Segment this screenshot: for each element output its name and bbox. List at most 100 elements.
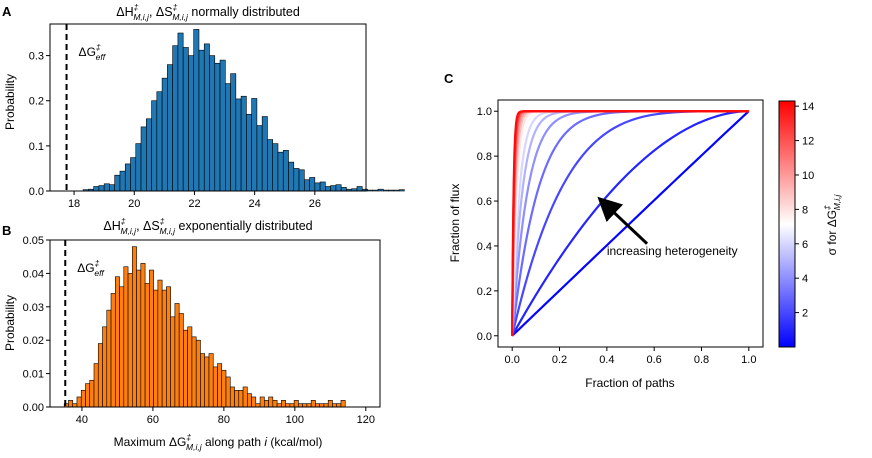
- panel-a-bar: [393, 189, 400, 192]
- panel-a-bar: [383, 189, 389, 192]
- panel-a-xtick-label: 18: [68, 198, 80, 210]
- panel-b-bar: [332, 403, 338, 408]
- panel-b-bar: [76, 396, 82, 408]
- flux-curve: [511, 110, 749, 336]
- colorbar-tick-label: 14: [802, 101, 814, 113]
- panel-b-bar: [285, 403, 291, 408]
- panel-b-bar: [127, 273, 133, 408]
- panel-a-bar: [282, 150, 289, 192]
- panel-a-ylabel: Probability: [3, 74, 17, 130]
- panel-a-bar: [140, 126, 147, 192]
- panel-b-bar: [136, 269, 142, 408]
- panel-b-bar: [242, 386, 248, 408]
- panel-b-bar: [272, 400, 278, 408]
- panel-a-bar: [267, 139, 274, 192]
- panel-b-title: ΔH‡ M,i,j, ΔS‡ M,i,j exponentially distrib…: [103, 216, 312, 236]
- panel-b-xtick-label: 120: [357, 414, 375, 426]
- panel-b-ytick-label: 0.01: [23, 369, 44, 381]
- panel-b-bar: [102, 326, 108, 408]
- panel-a-bar: [251, 98, 258, 192]
- panel-a-bar: [272, 143, 279, 192]
- panel-c-axes-frame: [497, 99, 764, 348]
- panel-a-bar: [114, 174, 121, 192]
- panel-a-bar: [367, 189, 374, 192]
- panel-c-xtick-label: 0.2: [552, 354, 567, 366]
- panel-b-bar: [153, 289, 159, 408]
- panel-a-bar: [93, 186, 100, 192]
- colorbar-tick-label: 12: [802, 136, 814, 148]
- panel-a-ytick-label: 0.3: [29, 51, 44, 63]
- panel-a-xtick-label: 24: [249, 198, 261, 210]
- panel-a-bar: [146, 118, 152, 192]
- panel-b-bar: [298, 403, 303, 408]
- panel-b-bar: [217, 363, 223, 408]
- panel-c-xlabel: Fraction of paths: [585, 376, 674, 390]
- panel-b-bar: [327, 400, 333, 408]
- panel-b-bar: [149, 269, 154, 408]
- panel-b-bar: [229, 386, 235, 408]
- panel-a-bar: [188, 55, 195, 192]
- panel-b-bar: [306, 403, 312, 408]
- panel-b-bar: [340, 400, 346, 408]
- panel-a-xtick-label: 22: [188, 198, 200, 210]
- panel-a-bar: [398, 189, 405, 192]
- panel-b-bar: [114, 276, 120, 408]
- panel-a-bar: [172, 45, 179, 192]
- panel-a-bar: [288, 161, 295, 192]
- colorbar-tick-label: 8: [802, 204, 808, 216]
- panel-b-bar: [72, 403, 78, 408]
- panel-b-bar: [68, 400, 74, 408]
- panel-b-bar: [85, 383, 91, 408]
- panel-c-xtick-label: 0.8: [694, 354, 709, 366]
- panel-c-ylabel: Fraction of flux: [448, 184, 462, 263]
- panel-a-bar: [356, 186, 363, 192]
- panel-b-bar: [161, 289, 167, 408]
- panel-b-bar: [178, 313, 184, 408]
- panel-b-ytick-label: 0.03: [23, 302, 44, 314]
- panel-b-bar: [336, 403, 342, 408]
- panel-b-ytick-label: 0.02: [23, 335, 44, 347]
- panel-b-bar: [293, 400, 299, 408]
- panel-a-bar: [135, 143, 142, 192]
- panel-b-bar: [200, 353, 206, 408]
- flux-curve: [511, 110, 750, 337]
- colorbar-ticks: 2 4 6 8 10 12 14: [795, 101, 814, 320]
- heterogeneity-arrow: [597, 196, 649, 245]
- panel-b-bar: [170, 316, 176, 408]
- panel-a-bar: [388, 189, 395, 192]
- panel-a-bar: [130, 157, 137, 192]
- panel-c-line-chart: 0.0 0.2 0.4 0.6 0.8 1.0 0.0 0.2 0.4 0.6 0.8 1.0 inc…: [448, 99, 842, 390]
- panel-a-bar: [314, 182, 321, 192]
- panel-a-bar: [304, 179, 310, 192]
- panel-b-xtick-label: 40: [76, 414, 88, 426]
- panel-a-ytick-label: 0.0: [29, 186, 44, 198]
- panel-letter-b: B: [2, 223, 11, 238]
- panel-b-bar: [208, 353, 214, 408]
- panel-b-bar: [195, 339, 201, 408]
- panel-b-bar: [319, 403, 325, 408]
- panel-a-bar: [198, 49, 205, 192]
- panel-b-bar: [251, 396, 257, 408]
- panel-b-xtick-label: 80: [218, 414, 230, 426]
- colorbar-label: σ for ΔG‡M,i,j: [822, 194, 842, 256]
- panel-a-bar: [209, 55, 216, 192]
- panel-a-bar: [119, 170, 126, 192]
- panel-b-bar: [276, 403, 282, 408]
- colorbar-tick-label: 10: [802, 170, 814, 182]
- panel-a-bar: [293, 168, 300, 192]
- panel-b-bar: [119, 286, 125, 408]
- panel-a-bar: [177, 32, 184, 192]
- panel-letter-c: C: [444, 71, 454, 86]
- panel-a-title: ΔH‡ M,i,j, ΔS‡ M,i,j normally distributed: [116, 2, 300, 22]
- panel-c-xtick-label: 0.4: [599, 354, 614, 366]
- panel-b-bar: [191, 336, 197, 408]
- panel-b-bar: [183, 329, 188, 408]
- panel-b-bar: [157, 279, 163, 408]
- panel-b-ytick-label: 0.00: [23, 402, 44, 414]
- panel-b-bar: [302, 403, 308, 408]
- panel-a-bar: [335, 184, 342, 192]
- panel-a-bar: [256, 125, 263, 192]
- panel-a-bar: [340, 187, 347, 192]
- panel-a-bars: [82, 29, 405, 192]
